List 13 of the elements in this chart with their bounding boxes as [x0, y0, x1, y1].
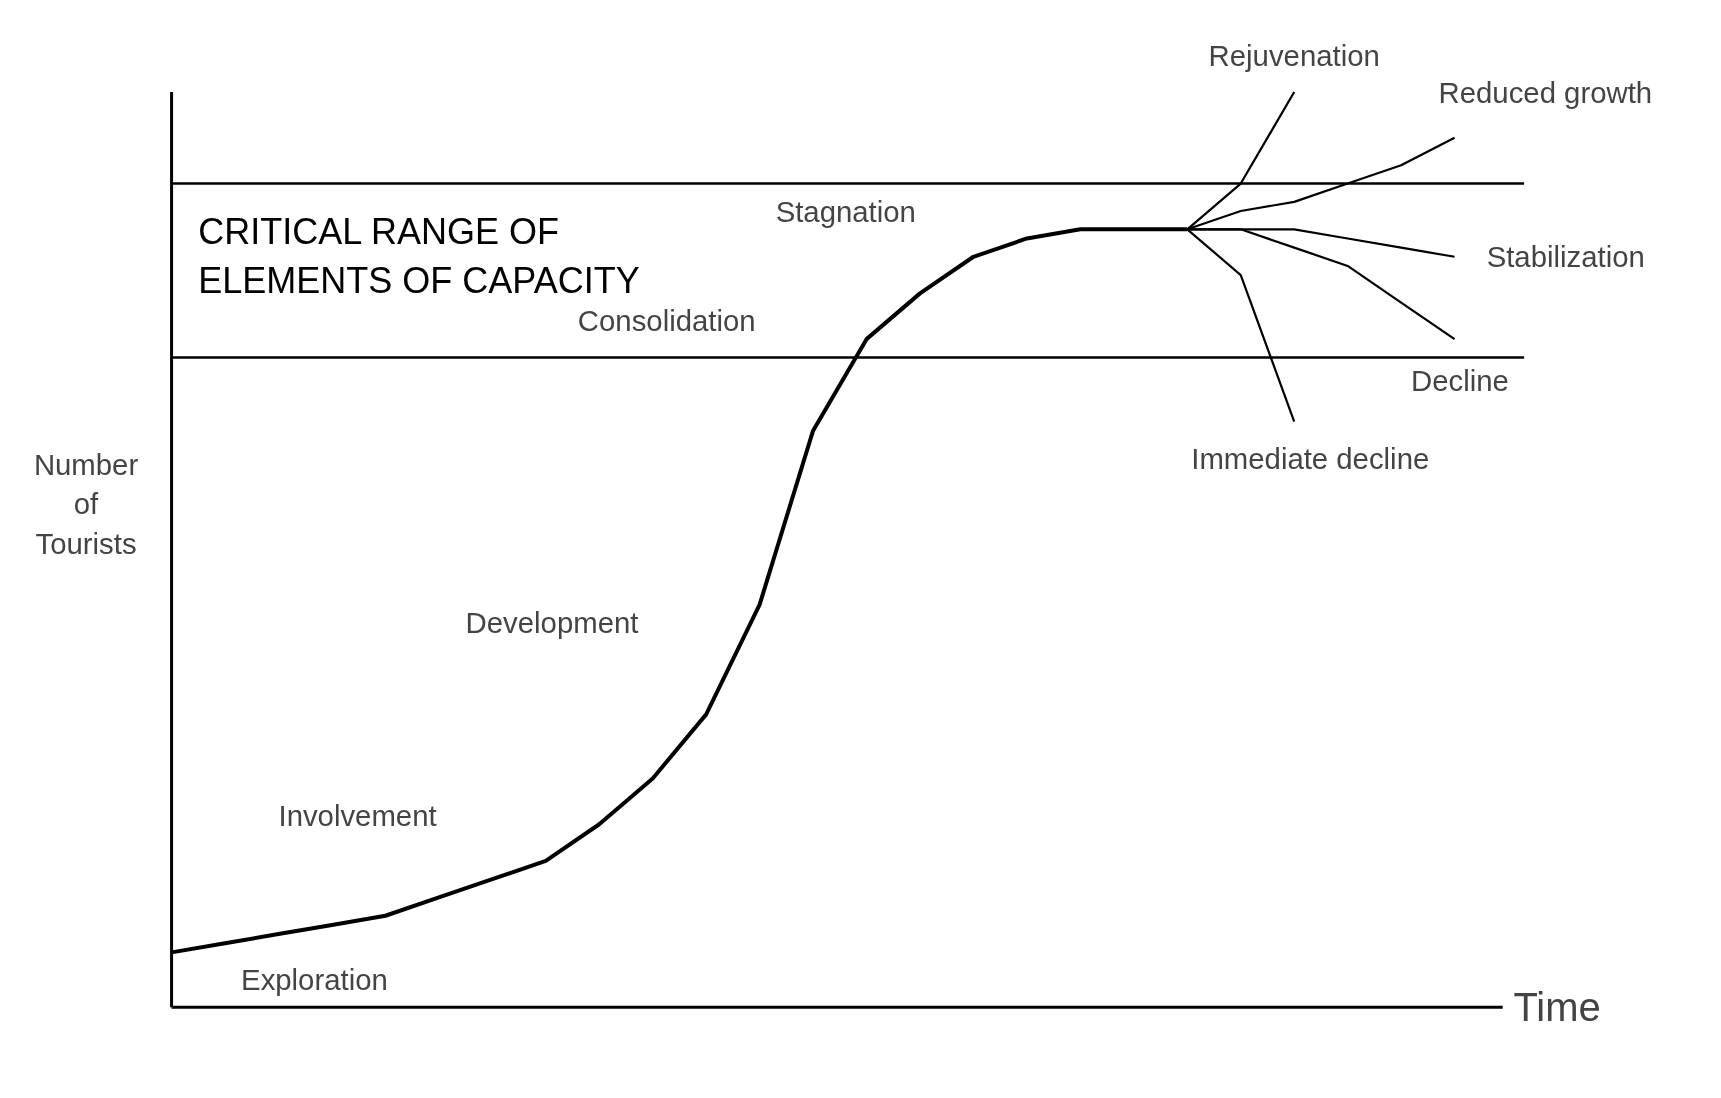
y-axis-title: Number of Tourists: [33, 447, 139, 560]
annotation: Exploration: [241, 963, 388, 997]
annotation: Development: [465, 606, 639, 640]
annotation: Stagnation: [775, 194, 916, 228]
series-label: Reduced growth: [1438, 75, 1653, 109]
series-label: Rejuvenation: [1208, 38, 1380, 72]
annotation: Involvement: [278, 798, 437, 832]
annotation: Consolidation: [577, 304, 756, 338]
series-label: Decline: [1411, 363, 1509, 397]
x-axis-title: Time: [1513, 985, 1601, 1030]
series-label: Stabilization: [1486, 240, 1645, 274]
ref-line-label: CRITICAL RANGE OF ELEMENTS OF CAPACITY: [198, 211, 640, 302]
series-label: Immediate decline: [1191, 441, 1430, 475]
